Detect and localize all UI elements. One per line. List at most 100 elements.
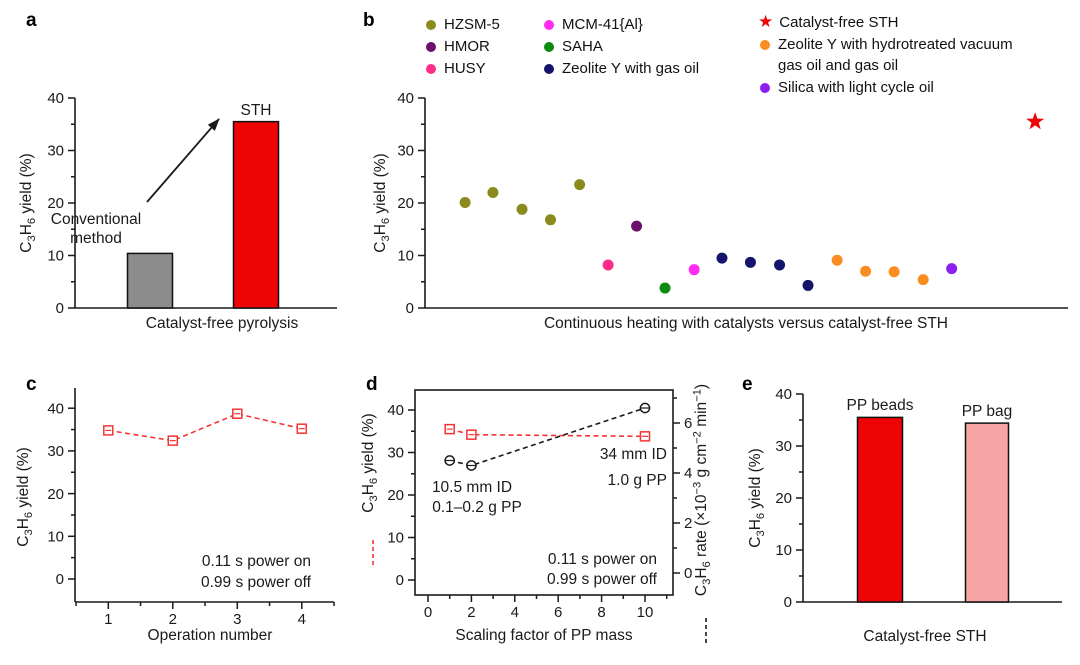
tick-label: 10 (47, 529, 64, 546)
y-axis-label: C3H6 yield (%) (372, 153, 392, 252)
x-axis-label: Catalyst-free STH (863, 628, 986, 645)
tick-label: 20 (775, 490, 792, 507)
tick-label: 2 (684, 515, 692, 532)
x-axis-label: Operation number (148, 627, 273, 644)
tick-label: 40 (387, 402, 404, 419)
tick-label: 10 (775, 542, 792, 559)
panel-letter-a: a (26, 10, 37, 31)
legend-label: Zeolite Y with hydrotreated vacuum gas o… (778, 36, 1013, 74)
dot-icon (426, 42, 436, 52)
legend-item-hzsm-5: HZSM-5 (426, 14, 536, 35)
tick-label: 10 (637, 604, 654, 621)
series-line-yield (108, 412, 302, 442)
tick-label: 40 (397, 90, 414, 107)
point-hmor-0 (631, 220, 643, 232)
tick-label: 10 (47, 248, 64, 265)
tick-label: 30 (47, 143, 64, 160)
tick-label: 0 (406, 300, 414, 317)
annotation-power-on: 0.11 s power on (202, 553, 311, 570)
point-saha-0 (659, 282, 671, 294)
dot-icon (544, 42, 554, 52)
annotation-id-small: 10.5 mm ID (432, 479, 512, 496)
point-zeolite-y-with-gas-oil-3 (802, 279, 814, 291)
point-hzsm-5-4 (574, 179, 586, 191)
bar-label-pp-beads: PP beads (847, 397, 914, 414)
legend-item-hmor: HMOR (426, 36, 536, 57)
legend-label: MCM-41{Al} (562, 16, 643, 33)
legend-label: Zeolite Y with gas oil (562, 60, 700, 77)
tick-label: 0 (684, 565, 692, 582)
bar-conventional-method (126, 252, 174, 309)
tick-label: 40 (47, 400, 64, 417)
legend-label: HZSM-5 (444, 16, 500, 33)
legend-column-1: HZSM-5 HMOR HUSY (426, 14, 536, 79)
tick-label: 4 (511, 604, 519, 621)
annotation-mass-large: 1.0 g PP (608, 472, 667, 489)
panel-e-plot: 0 10 20 30 40 PP beads PP bag C3H6 yield (%) Cat… (747, 386, 1062, 645)
legend-column-3: ★ Catalyst-free STH Zeolite Y with hydrotr… (758, 12, 1032, 98)
tick-label: 20 (387, 487, 404, 504)
point-zeolite-y-with-gas-oil-0 (716, 252, 728, 264)
tick-label: 1 (104, 611, 112, 628)
tick-label: 6 (684, 415, 692, 432)
annotation-power-off: 0.99 s power off (547, 571, 658, 588)
point-star-catalyst-free-sth (1026, 112, 1045, 130)
tick-label: 0 (424, 604, 432, 621)
x-axis-label: Continuous heating with catalysts versus… (544, 315, 948, 332)
legend-item-zeolite-y-with-gas-oil: Zeolite Y with gas oil (544, 58, 749, 79)
tick-label: 0 (56, 300, 64, 317)
y-axis-label: C3H6 yield (%) (747, 448, 767, 547)
bar-label-sth: STH (241, 102, 272, 119)
point-silica-with-light-cycle-oil-0 (946, 263, 958, 275)
point-zeolite-y-with-hydrotreated-vacuum-gas-oil-and-gas-oil-0 (831, 254, 843, 266)
y-axis-label-right: C3H6 rate (×10−3 g cm−2 min−1) (692, 384, 714, 596)
tick-label: 6 (554, 604, 562, 621)
arrow-annotation (146, 118, 220, 203)
point-husy-0 (602, 259, 614, 271)
tick-label: 20 (47, 486, 64, 503)
bar-pp-bag (964, 422, 1010, 603)
tick-label: 2 (467, 604, 475, 621)
tick-label: 0 (784, 594, 792, 611)
y-axis-label: C3H6 yield (%) (15, 447, 35, 546)
legend-item-zeolite-y-with-hydrotreated-vacuum-gas-oil-and-gas-oil: Zeolite Y with hydrotreated vacuum gas o… (760, 34, 1032, 76)
star-icon: ★ (758, 12, 774, 31)
tick-label: 30 (397, 143, 414, 160)
tick-label: 0 (56, 571, 64, 588)
dot-icon (544, 20, 554, 30)
bar-pp-beads (856, 416, 904, 603)
point-zeolite-y-with-hydrotreated-vacuum-gas-oil-and-gas-oil-2 (888, 266, 900, 278)
tick-label: 10 (397, 248, 414, 265)
bar-sth (232, 120, 280, 309)
legend-label: HUSY (444, 60, 486, 77)
tick-label: 2 (169, 611, 177, 628)
tick-label: 3 (233, 611, 241, 628)
legend-label: HMOR (444, 38, 490, 55)
panel-b-plot: 0 10 20 30 40 C3H6 yield (%) Continuous heatin… (372, 90, 1068, 332)
x-axis-label: Scaling factor of PP mass (455, 627, 632, 644)
point-hzsm-5-0 (459, 196, 471, 208)
point-mcm-41-al-0 (688, 264, 700, 276)
panel-a-plot: 0 10 20 30 40 Conventional method STH C3H6 yield… (18, 90, 337, 332)
tick-label: 40 (47, 90, 64, 107)
panel-letter-d: d (366, 374, 378, 395)
series-line-left (449, 428, 646, 438)
panel-c-plot: 0 10 20 30 40 1 2 3 4 0.11 s power on 0.99 s power… (15, 388, 335, 644)
legend-item-mcm-41-al: MCM-41{Al} (544, 14, 749, 35)
dot-icon (760, 83, 770, 93)
legend-item-catalyst-free-sth: ★ Catalyst-free STH (758, 12, 1032, 33)
annotation-power-on: 0.11 s power on (548, 551, 657, 568)
dot-icon (760, 40, 770, 50)
tick-label: 10 (387, 530, 404, 547)
legend-item-saha: SAHA (544, 36, 749, 57)
panel-letter-c: c (26, 374, 37, 395)
tick-label: 0 (396, 572, 404, 589)
tick-label: 40 (775, 386, 792, 403)
point-hzsm-5-2 (516, 203, 528, 215)
legend-label: Catalyst-free STH (779, 14, 899, 31)
tick-label: 8 (597, 604, 605, 621)
annotation-power-off: 0.99 s power off (201, 574, 312, 591)
legend-label: SAHA (562, 38, 603, 55)
